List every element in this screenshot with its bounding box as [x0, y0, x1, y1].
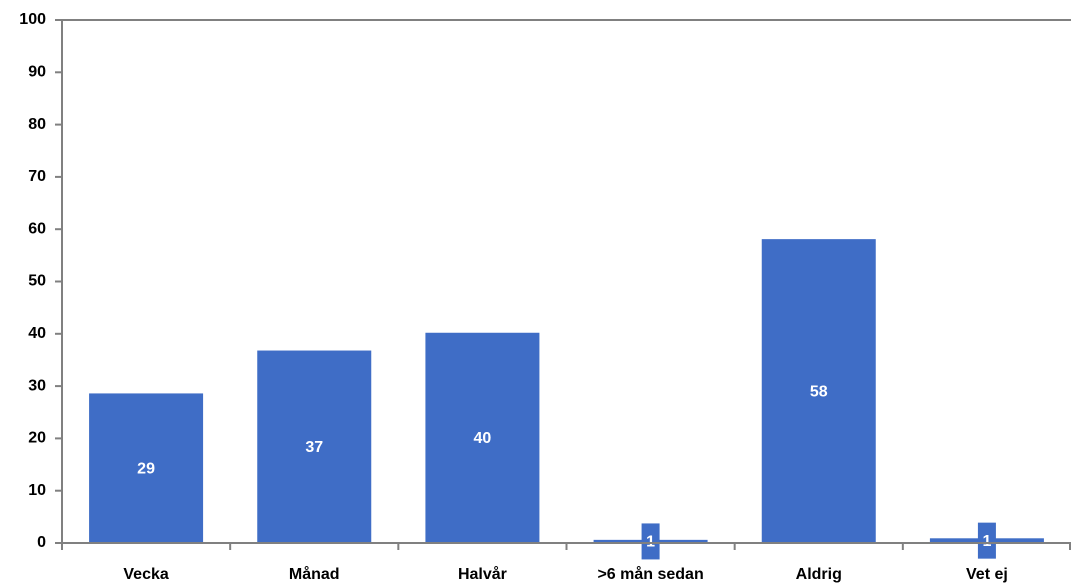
data-label-bg [641, 523, 660, 560]
bar [257, 350, 372, 543]
y-tick-label: 100 [19, 11, 46, 28]
data-label: 40 [474, 430, 492, 447]
y-tick-label: 30 [28, 377, 46, 394]
x-tick-label: Vet ej [966, 566, 1008, 583]
y-tick-label: 60 [28, 220, 46, 237]
data-label: 1 [982, 533, 991, 550]
y-tick-label: 40 [28, 325, 46, 342]
y-tick-label: 0 [37, 534, 46, 551]
y-tick-label: 50 [28, 273, 46, 290]
bar [761, 239, 876, 543]
y-tick-label: 80 [28, 116, 46, 133]
y-tick-label: 70 [28, 168, 46, 185]
data-label: 37 [305, 439, 323, 456]
data-label-bg [977, 522, 996, 559]
x-tick-label: >6 mån sedan [597, 565, 703, 583]
x-tick-label: Vecka [123, 566, 168, 583]
data-label: 58 [810, 383, 828, 400]
y-tick-label: 20 [28, 430, 46, 447]
x-tick-label: Månad [289, 565, 340, 583]
x-tick-label: Aldrig [796, 566, 842, 583]
bar [425, 332, 540, 543]
y-tick-label: 10 [28, 482, 46, 499]
x-tick-label: Halvår [458, 565, 507, 583]
bar [89, 393, 204, 543]
data-label: 29 [137, 460, 155, 477]
y-tick-label: 90 [28, 64, 46, 81]
